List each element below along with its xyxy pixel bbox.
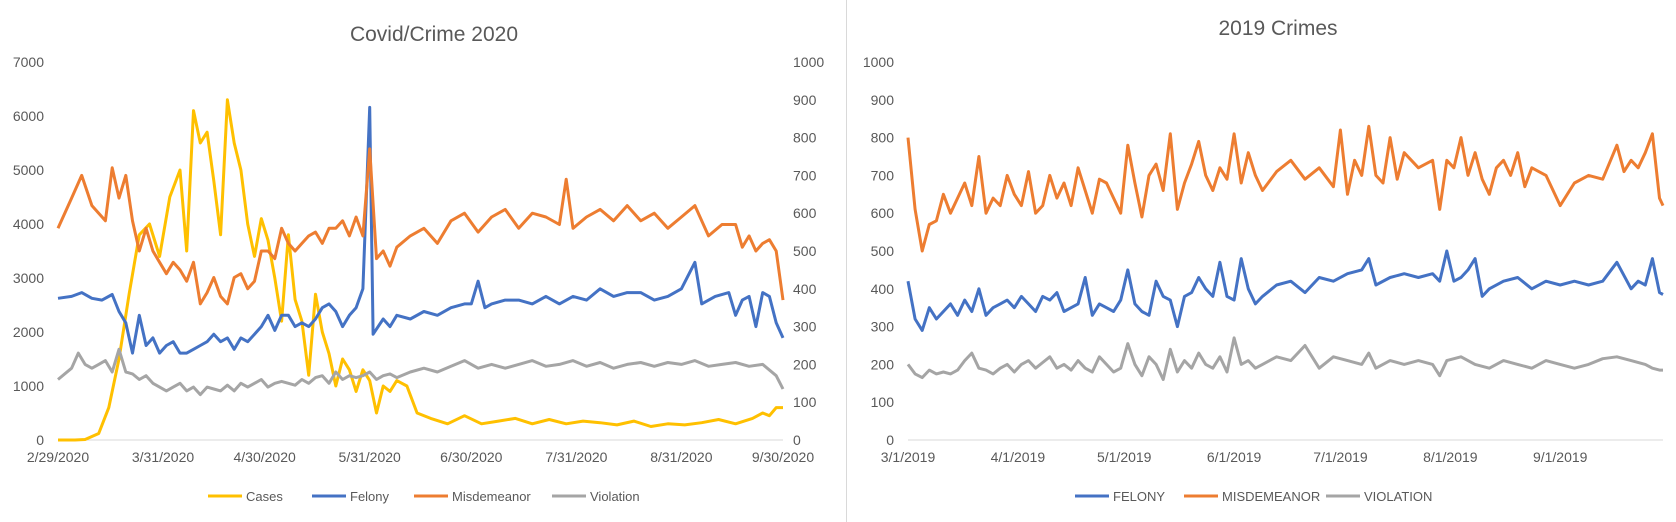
y-right-tick-label: 700: [793, 167, 817, 183]
y-tick-label: 700: [871, 167, 895, 183]
chart-title: Covid/Crime 2020: [350, 23, 518, 46]
y-left-tick-label: 5000: [13, 162, 44, 178]
legend-label-violation: Violation: [590, 489, 640, 504]
series-line-felony: [57, 105, 785, 355]
y-left-tick-label: 6000: [13, 108, 44, 124]
covid-crime-2020-chart: Covid/Crime 2020 0 1000 2000 3000 4000 5000 600…: [12, 0, 847, 522]
y-left-tick-label: 1000: [13, 378, 44, 394]
series-line-cases: [58, 98, 783, 442]
y-left-tick-label: 2000: [13, 324, 44, 340]
y-right-tick-label: 400: [793, 281, 817, 297]
crimes-2019-chart: 2019 Crimes 0 100 200 300 400 500 600 700 800 900 1…: [848, 0, 1676, 522]
y-left-tick-label: 0: [36, 432, 44, 448]
x-tick-label: 6/1/2019: [1207, 449, 1262, 465]
crimes-2019-chart-svg: 2019 Crimes 0 100 200 300 400 500 600 700 800 900 1…: [863, 17, 1665, 504]
y-tick-label: 900: [871, 92, 895, 108]
y-tick-label: 0: [886, 432, 894, 448]
y-tick-label: 300: [871, 319, 895, 335]
legend-label-felony: Felony: [350, 489, 390, 504]
series-line-misdemeanor: [906, 124, 1665, 253]
y-right-tick-label: 900: [793, 92, 817, 108]
legend-label-violation: VIOLATION: [1364, 489, 1432, 504]
y-right-tick-label: 600: [793, 205, 817, 221]
series-line-violation: [57, 347, 785, 397]
x-tick-label: 8/31/2020: [650, 449, 712, 465]
y-tick-label: 100: [871, 394, 895, 410]
x-tick-label: 5/31/2020: [339, 449, 401, 465]
y-tick-label: 800: [871, 130, 895, 146]
x-tick-label: 4/1/2019: [991, 449, 1046, 465]
x-tick-label: 2/29/2020: [27, 449, 89, 465]
y-tick-label: 400: [871, 281, 895, 297]
chart-title: 2019 Crimes: [1218, 17, 1337, 40]
y-tick-label: 1000: [863, 54, 894, 70]
y-right-tick-label: 500: [793, 243, 817, 259]
y-tick-label: 500: [871, 243, 895, 259]
y-tick-label: 600: [871, 205, 895, 221]
legend-label-misdemeanor: MISDEMEANOR: [1222, 489, 1320, 504]
x-tick-label: 9/1/2019: [1533, 449, 1588, 465]
x-tick-label: 7/31/2020: [545, 449, 607, 465]
x-tick-label: 3/31/2020: [132, 449, 194, 465]
y-left-tick-label: 7000: [13, 54, 44, 70]
y-right-tick-label: 300: [793, 319, 817, 335]
y-right-tick-label: 0: [793, 432, 801, 448]
x-tick-label: 4/30/2020: [234, 449, 296, 465]
x-tick-label: 6/30/2020: [440, 449, 502, 465]
y-right-tick-label: 1000: [793, 54, 824, 70]
x-tick-label: 3/1/2019: [881, 449, 936, 465]
x-tick-label: 9/30/2020: [752, 449, 814, 465]
y-right-tick-label: 100: [793, 394, 817, 410]
y-tick-label: 200: [871, 356, 895, 372]
y-right-tick-label: 800: [793, 130, 817, 146]
x-tick-label: 7/1/2019: [1313, 449, 1368, 465]
legend-label-cases: Cases: [246, 489, 283, 504]
y-left-tick-label: 3000: [13, 270, 44, 286]
legend-label-misdemeanor: Misdemeanor: [452, 489, 531, 504]
x-tick-label: 8/1/2019: [1423, 449, 1478, 465]
x-tick-label: 5/1/2019: [1097, 449, 1152, 465]
series-line-misdemeanor: [56, 147, 785, 306]
series-line-violation: [906, 336, 1663, 381]
y-left-tick-label: 4000: [13, 216, 44, 232]
covid-crime-2020-chart-svg: Covid/Crime 2020010002000300040005000600…: [13, 23, 825, 504]
legend-label-felony: FELONY: [1113, 489, 1165, 504]
series-line-felony: [906, 249, 1664, 332]
y-right-tick-label: 200: [793, 356, 817, 372]
